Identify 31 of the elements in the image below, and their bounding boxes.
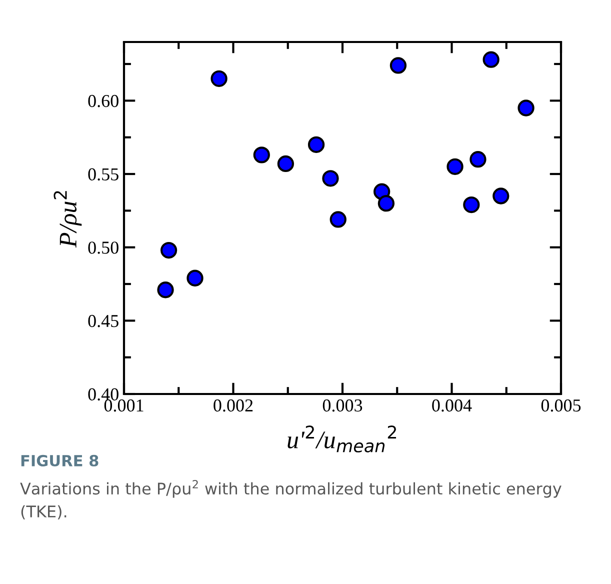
x-axis-title: u'$^{2}$/u$_{mean}$$^{2}$: [288, 426, 396, 452]
x-tick-label: 0.001: [104, 399, 144, 412]
y-tick-label: 0.45: [88, 314, 118, 328]
point: [186, 270, 204, 286]
point: [470, 151, 486, 168]
y-tick-label: 0.40: [88, 388, 118, 401]
y-tick-label: 0.50: [88, 242, 118, 254]
point: [322, 170, 339, 187]
point: [210, 70, 228, 87]
point: [378, 195, 395, 212]
point: [330, 211, 346, 228]
y-tick-label: 0.60: [88, 94, 118, 108]
point: [277, 155, 294, 172]
point: [463, 196, 480, 214]
x-tick-label: 0.002: [214, 399, 253, 412]
point: [308, 136, 325, 153]
point: [253, 146, 270, 164]
x-tick-label: 0.003: [322, 399, 362, 412]
point: [157, 282, 174, 298]
point: [390, 57, 407, 74]
text: Variations in the P/ρu$^{2}$ with the normalized turbulent kinetic energy (TKE).: [20, 480, 562, 520]
point: [492, 188, 510, 204]
point: [160, 242, 178, 259]
x-tick-label: 0.004: [432, 399, 472, 412]
x-tick-label: 0.005: [541, 399, 581, 412]
caption: FIGURE 8: [21, 454, 98, 466]
point: [518, 100, 534, 116]
point: [482, 51, 500, 68]
y-tick-label: 0.55: [88, 168, 118, 181]
y-axis-title: P/ρu$^{2}$: [54, 191, 82, 248]
point: [446, 158, 464, 175]
